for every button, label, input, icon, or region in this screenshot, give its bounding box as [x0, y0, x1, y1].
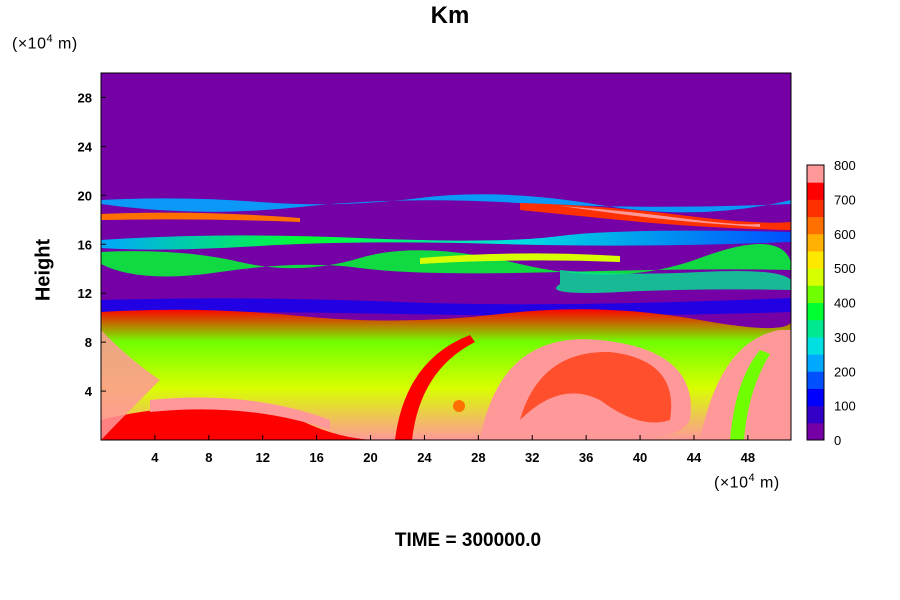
colorbar-swatch: [807, 250, 824, 269]
colorbar-swatch: [807, 336, 824, 355]
y-axis-unit: (×104 m): [12, 33, 78, 53]
colorbar-swatch: [807, 165, 824, 183]
colorbar-swatch: [807, 199, 824, 218]
colorbar-tick-label: 300: [834, 330, 856, 345]
x-unit-prefix: (×10: [714, 474, 749, 492]
colorbar-frame: [806, 164, 825, 441]
colorbar-swatch: [807, 388, 824, 407]
x-tick-label: 44: [687, 450, 702, 465]
y-tick-label: 12: [78, 286, 92, 301]
y-tick-label: 16: [78, 237, 92, 252]
y-unit-exponent: 4: [46, 33, 54, 45]
colorbar-tick-label: 400: [834, 296, 856, 311]
colorbar-tick-label: 0: [834, 433, 841, 448]
colorbar-swatch: [807, 354, 824, 372]
y-tick-label: 24: [78, 139, 93, 154]
colorbar-swatch: [807, 302, 824, 321]
x-tick-label: 48: [741, 450, 755, 465]
colorbar-swatch: [807, 319, 824, 338]
y-tick-label: 28: [78, 90, 92, 105]
x-tick-label: 20: [363, 450, 377, 465]
y-tick-label: 20: [78, 188, 92, 203]
colorbar-swatch: [807, 182, 824, 200]
colorbar-tick-label: 200: [834, 364, 856, 379]
y-tick-label: 8: [85, 335, 92, 350]
y-unit-prefix: (×10: [12, 35, 47, 53]
colorbar: 0 100 200 300 400 500 600 700 800: [806, 158, 856, 448]
x-tick-label: 12: [255, 450, 269, 465]
x-tick-label: 32: [525, 450, 539, 465]
colorbar-swatch: [807, 268, 824, 286]
x-tick-label: 36: [579, 450, 593, 465]
colorbar-swatch: [807, 371, 824, 389]
x-tick-label: 16: [309, 450, 323, 465]
x-unit-suffix: m): [755, 474, 780, 492]
y-tick-label: 4: [85, 384, 93, 399]
x-tick-label: 40: [633, 450, 647, 465]
colorbar-swatch: [807, 285, 824, 303]
x-tick-label: 24: [417, 450, 432, 465]
y-unit-suffix: m): [53, 35, 78, 53]
chart-title: Km: [430, 2, 470, 29]
plot-frame: [100, 72, 792, 441]
colorbar-tick-label: 100: [834, 399, 856, 414]
time-label: TIME = 300000.0: [394, 530, 542, 551]
field-image: [101, 73, 791, 440]
x-axis-ticks: 4 8 12 16 20 24 28 32 36 40 44 48: [151, 435, 755, 465]
colorbar-swatch: [807, 405, 824, 424]
colorbar-tick-label: 700: [834, 192, 856, 207]
colorbar-swatch: [807, 216, 824, 235]
colorbar-swatch: [807, 233, 824, 252]
colorbar-tick-label: 500: [834, 261, 856, 276]
colorbar-swatch: [807, 422, 824, 441]
x-tick-label: 28: [471, 450, 485, 465]
x-axis-unit: (×104 m): [714, 472, 780, 492]
colorbar-tick-label: 800: [834, 158, 856, 173]
x-unit-exponent: 4: [748, 472, 756, 484]
x-tick-label: 4: [151, 450, 159, 465]
colorbar-tick-label: 600: [834, 227, 856, 242]
y-axis-ticks: 4 8 12 16 20 24 28: [78, 90, 106, 399]
x-tick-label: 8: [205, 450, 212, 465]
